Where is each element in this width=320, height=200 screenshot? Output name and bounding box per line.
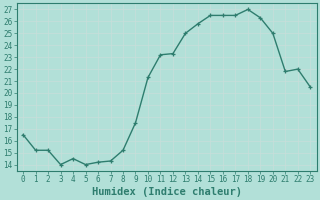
X-axis label: Humidex (Indice chaleur): Humidex (Indice chaleur) xyxy=(92,186,242,197)
